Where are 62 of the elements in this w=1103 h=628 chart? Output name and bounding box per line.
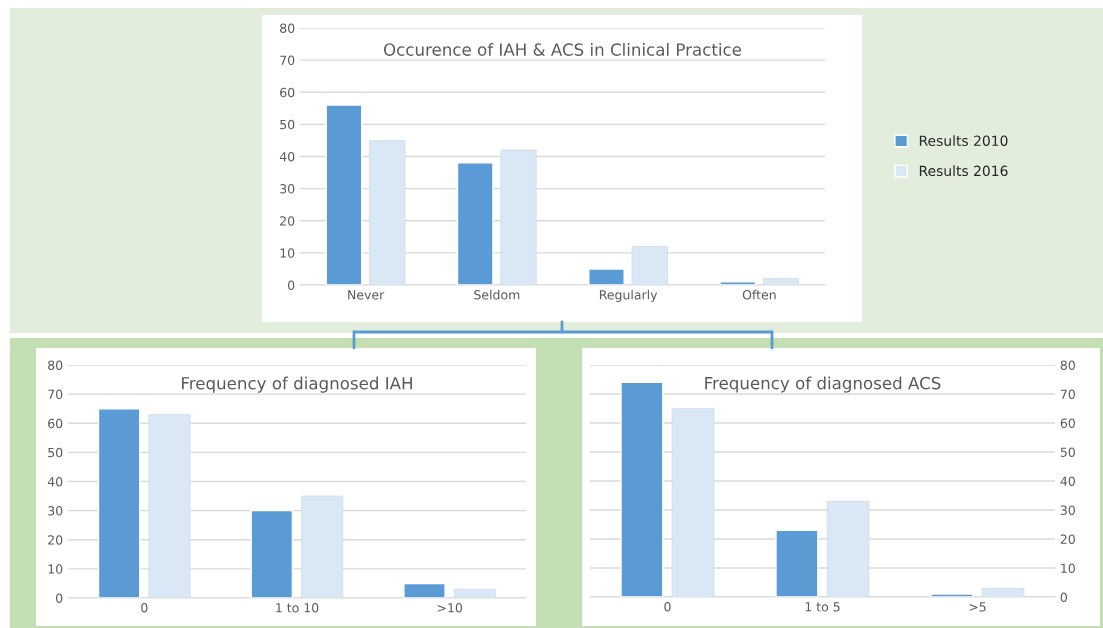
bar: [250, 509, 294, 598]
y-tick-label: 0: [56, 593, 63, 603]
text: Occurence of IAH & ACS in Clinical Practice: [383, 42, 742, 56]
legend-label: Results 2010: [919, 135, 1008, 146]
bar: [97, 407, 141, 598]
y-tick-label: 70: [48, 389, 63, 400]
x-tick-label: 0: [664, 602, 671, 612]
y2-tick-label: 10: [1061, 563, 1075, 573]
y2-tick-label: 0: [1060, 592, 1067, 602]
y-tick-label: 50: [48, 447, 63, 458]
bar: [930, 593, 974, 597]
y2-tick-label: 70: [1060, 389, 1075, 399]
bar: [456, 162, 494, 285]
y-tick-label: 30: [48, 506, 63, 516]
y2-tick-label: 50: [1060, 447, 1075, 457]
y-tick-label: 0: [288, 280, 295, 290]
y-tick-label: 60: [280, 87, 295, 98]
y2-tick-label: 80: [1060, 360, 1075, 370]
y2-tick-label: 30: [1060, 505, 1075, 515]
y2-tick-label: 20: [1060, 534, 1075, 544]
y2-tick-label: 60: [1060, 418, 1075, 428]
y-tick-label: 80: [280, 23, 295, 33]
y-tick-label: 20: [48, 535, 63, 545]
bar: [631, 246, 668, 285]
bar: [369, 140, 406, 285]
x-tick-label: Often: [742, 289, 776, 300]
y-tick-label: 80: [48, 360, 63, 370]
bar: [500, 149, 537, 285]
bar: [775, 529, 819, 597]
legend-label: Results 2016: [919, 165, 1008, 177]
y-tick-label: 20: [280, 216, 295, 226]
bar: [588, 268, 625, 285]
y-tick-label: 40: [47, 476, 63, 487]
bar: [762, 278, 800, 285]
y-tick-label: 60: [48, 418, 63, 429]
x-tick-label: Never: [348, 290, 385, 300]
bar: [671, 408, 715, 597]
x-tick-label: 1 to 10: [276, 603, 319, 613]
bar: [981, 587, 1025, 597]
x-tick-label: 1 to 5: [805, 602, 840, 612]
x-tick-label: >5: [969, 602, 986, 612]
y-tick-label: 70: [280, 55, 295, 66]
bar: [453, 588, 496, 598]
x-tick-label: Seldom: [474, 289, 520, 300]
y-tick-label: 30: [280, 184, 295, 194]
bar: [325, 104, 363, 285]
bar: [403, 582, 446, 598]
y-tick-label: 40: [279, 151, 295, 162]
bar: [301, 495, 344, 598]
bar: [826, 500, 870, 597]
text: Frequency of diagnosed ACS: [705, 376, 941, 393]
bar: [620, 381, 664, 597]
y-tick-label: 10: [48, 564, 63, 574]
y-tick-label: 10: [280, 248, 295, 258]
x-tick-label: >10: [437, 603, 463, 613]
y-tick-label: 50: [280, 119, 295, 130]
y2-tick-label: 40: [1060, 476, 1075, 486]
x-tick-label: Regularly: [599, 289, 658, 302]
bar: [719, 281, 757, 285]
bar: [148, 414, 191, 598]
x-tick-label: 0: [141, 603, 148, 613]
text: Frequency of diagnosed IAH: [182, 376, 412, 393]
